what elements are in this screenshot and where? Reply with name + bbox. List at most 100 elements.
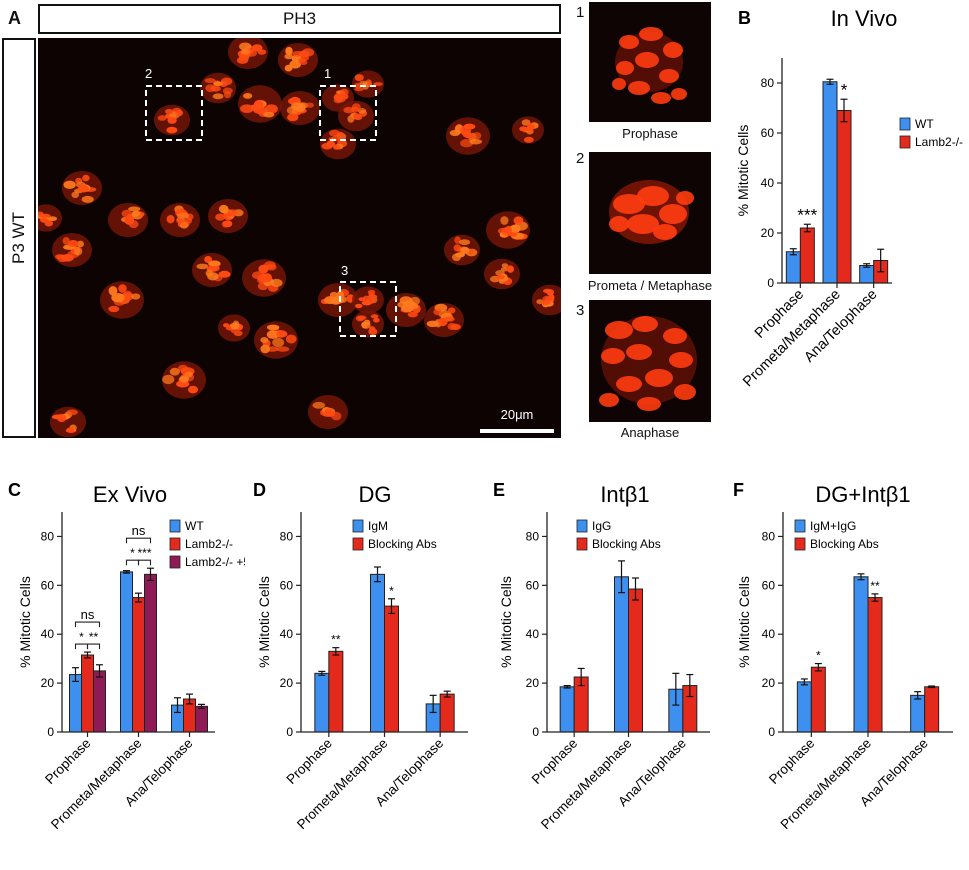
y-axis-label: % Mitotic Cells xyxy=(736,576,752,668)
legend-label: Blocking Abs xyxy=(810,537,879,551)
chromatin-blob xyxy=(108,286,118,296)
chromatin-blob xyxy=(669,352,693,368)
chromatin-blob xyxy=(536,299,543,305)
chromatin-blob xyxy=(628,81,650,95)
nucleus xyxy=(484,258,520,290)
chromatin-blob xyxy=(500,267,508,272)
chromatin-blob xyxy=(61,254,74,262)
chromatin-blob xyxy=(639,27,663,41)
legend-swatch xyxy=(352,519,364,533)
nucleus xyxy=(154,104,190,136)
chromatin-blob xyxy=(157,115,167,121)
bracket-label: * xyxy=(79,630,84,644)
chromatin-blob xyxy=(66,427,75,433)
y-tick-label: 40 xyxy=(41,627,55,641)
nucleus xyxy=(352,286,384,314)
chromatin-blob xyxy=(287,113,299,122)
chromatin-blob xyxy=(251,44,263,52)
box-label-3: 3 xyxy=(341,263,348,278)
chromatin-blob xyxy=(196,263,209,270)
chart-title: In Vivo xyxy=(831,6,898,31)
chromatin-blob xyxy=(322,410,335,417)
inset-prometaphase-image xyxy=(609,180,694,244)
chromatin-blob xyxy=(218,270,231,278)
chromatin-blob xyxy=(616,376,642,392)
chromatin-blob xyxy=(260,337,269,343)
chromatin-blob xyxy=(204,78,216,84)
bar-lamb2-521 xyxy=(144,573,157,733)
chromatin-blob xyxy=(357,315,367,321)
nucleus xyxy=(50,406,86,438)
chart-d-dg: D DG% Mitotic Cells020406080***ProphasePr… xyxy=(253,480,468,832)
chromatin-blob xyxy=(653,224,677,240)
chromatin-blob xyxy=(496,274,505,280)
y-tick-label: 60 xyxy=(762,578,776,592)
chromatin-blob xyxy=(294,104,306,113)
chromatin-blob xyxy=(525,126,534,132)
chromatin-blob xyxy=(616,61,634,75)
chromatin-blob xyxy=(184,371,193,378)
inset-number-1: 1 xyxy=(576,4,585,21)
chromatin-blob xyxy=(354,74,364,82)
y-tick-label: 40 xyxy=(526,627,540,641)
chromatin-blob xyxy=(124,216,135,225)
chromatin-blob xyxy=(339,88,349,96)
y-tick-label: 20 xyxy=(762,676,776,690)
chromatin-blob xyxy=(357,108,367,114)
y-axis-label: % Mitotic Cells xyxy=(256,576,272,668)
chromatin-blob xyxy=(218,204,229,214)
legend-swatch xyxy=(899,135,911,149)
chromatin-blob xyxy=(601,348,625,364)
inset-prometaphase xyxy=(589,152,711,274)
chromatin-blob xyxy=(272,337,285,348)
chromatin-blob xyxy=(230,324,240,330)
inset-number-2: 2 xyxy=(576,150,585,167)
chromatin-blob xyxy=(351,106,359,113)
nucleus xyxy=(100,281,144,319)
bar-lamb2-521 xyxy=(195,705,208,733)
chromatin-blob xyxy=(651,92,671,104)
nucleus xyxy=(320,128,356,160)
nucleus xyxy=(238,85,282,123)
bar-lamb2- xyxy=(799,227,815,284)
chromatin-blob xyxy=(162,374,175,385)
y-tick-label: 60 xyxy=(526,578,540,592)
nucleus xyxy=(38,204,62,232)
nucleus xyxy=(242,259,286,297)
chart-e-intb1: E Intβ1 % Mitotic Cells 0 20 40 60 80 ProphasePr… xyxy=(493,480,710,833)
panel-letter: F xyxy=(733,480,744,500)
bar-lamb2- xyxy=(81,654,94,733)
legend-label: IgG xyxy=(592,519,611,533)
nucleus xyxy=(208,199,248,233)
chromatin-blob xyxy=(165,108,173,115)
nucleus xyxy=(62,171,102,205)
legend-label: Lamb2-/- xyxy=(185,537,233,551)
chromatin-blob xyxy=(627,214,659,234)
chromatin-blob xyxy=(632,316,658,332)
chromatin-blob xyxy=(263,111,275,118)
chromatin-blob xyxy=(355,303,363,309)
bar-igm-igg xyxy=(853,576,869,733)
chromatin-blob xyxy=(223,220,233,228)
legend-swatch xyxy=(794,519,806,533)
box-label-2: 2 xyxy=(145,66,152,81)
x-tick-label: Prometa/Metaphase xyxy=(538,736,635,833)
chromatin-blob xyxy=(500,216,509,225)
chromatin-blob xyxy=(111,293,125,303)
chromatin-blob xyxy=(519,126,528,132)
y-tick-label: 80 xyxy=(762,529,776,543)
box-label-1: 1 xyxy=(324,66,331,81)
chromatin-blob xyxy=(312,401,326,409)
inset-caption-3: Anaphase xyxy=(620,425,680,440)
inset-anaphase-image xyxy=(599,316,697,411)
x-tick-label: Prophase xyxy=(529,736,580,787)
scale-bar-label: 20μm xyxy=(501,407,534,422)
bar-lamb2- xyxy=(836,110,852,284)
bar-blocking-abs xyxy=(628,588,643,733)
nucleus xyxy=(160,203,200,237)
chromatin-blob xyxy=(175,109,184,117)
nucleus xyxy=(386,293,426,327)
legend-swatch xyxy=(576,537,588,551)
y-tick-label: 40 xyxy=(762,627,776,641)
